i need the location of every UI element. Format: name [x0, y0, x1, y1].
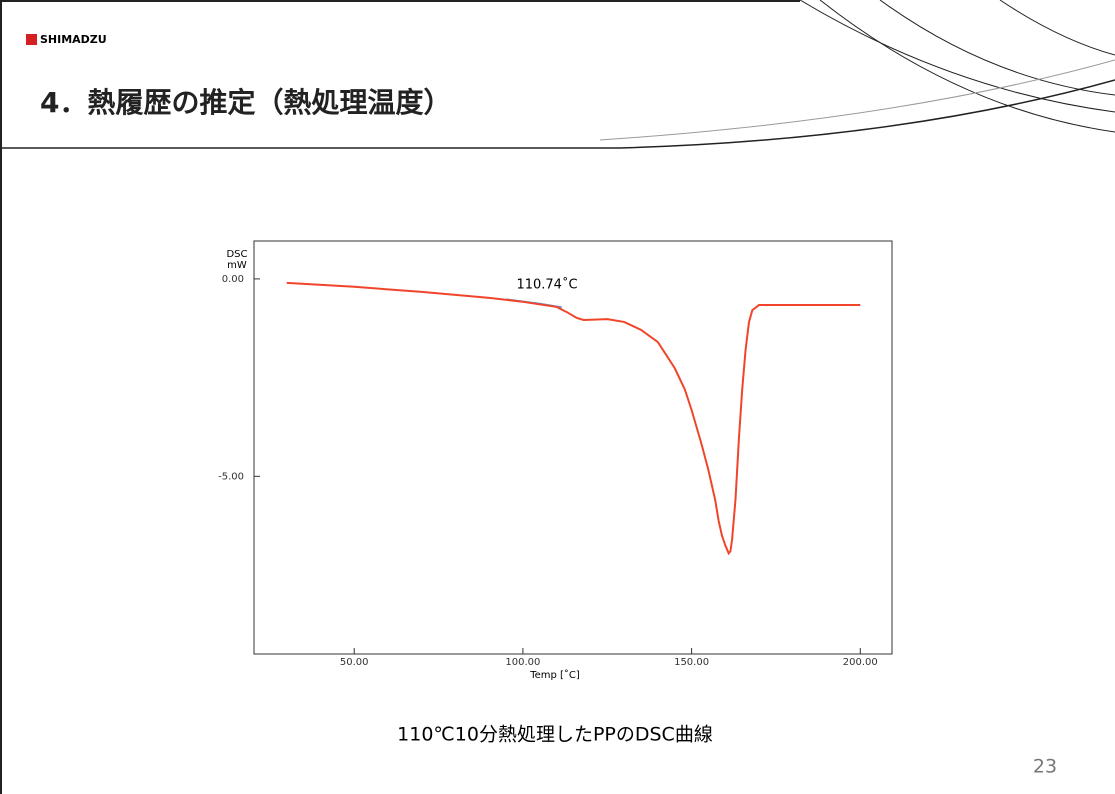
y-tick-label: 0.00: [222, 274, 244, 285]
y-label: DSC: [226, 249, 247, 260]
page-number: 23: [1033, 756, 1057, 778]
slide: SHIMADZU 4．熱履歴の推定（熱処理温度） DSC mW Temp [˚C…: [0, 0, 1115, 794]
plot-frame: [254, 241, 892, 654]
slide-title: 4．熱履歴の推定（熱処理温度）: [40, 86, 451, 119]
caption: 110℃10分熱処理したPPのDSC曲線: [397, 724, 713, 746]
decoration-arcs: [600, 0, 1115, 148]
x-tick-label: 150.00: [674, 657, 709, 668]
logo-mark: [26, 34, 37, 45]
dsc-curve: [287, 283, 861, 553]
x-tick-label: 200.00: [843, 657, 878, 668]
annotation: 110.74˚C: [516, 277, 577, 293]
x-label: Temp [˚C]: [529, 669, 580, 681]
y-tick-label: -5.00: [218, 471, 244, 482]
page: {"logo": "SHIMADZU", "title": "4．熱履歴の推定（…: [0, 0, 1115, 794]
y-label: mW: [227, 260, 247, 271]
logo: SHIMADZU: [40, 33, 107, 46]
x-tick-label: 50.00: [340, 657, 369, 668]
x-tick-label: 100.00: [505, 657, 540, 668]
